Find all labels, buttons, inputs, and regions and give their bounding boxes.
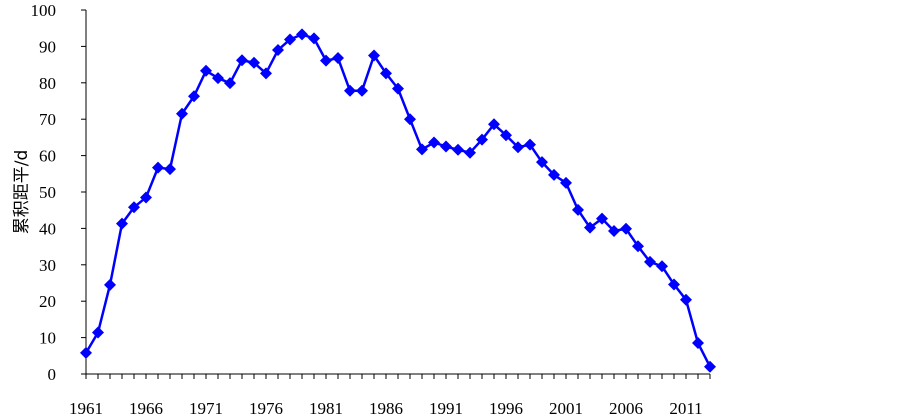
y-axis-title: 累积距平/d	[12, 150, 32, 235]
data-point	[236, 54, 248, 67]
data-point	[224, 77, 236, 90]
data-point	[272, 44, 284, 57]
data-point	[92, 326, 104, 339]
data-point	[584, 221, 596, 234]
data-point	[296, 28, 308, 41]
y-tick-label: 80	[39, 74, 56, 93]
data-point	[356, 84, 368, 97]
data-point	[548, 168, 560, 181]
data-point	[344, 84, 356, 97]
axes	[85, 10, 710, 375]
data-point	[680, 293, 692, 306]
x-tick-label: 2006	[609, 399, 643, 418]
data-point	[488, 118, 500, 131]
data-point	[428, 136, 440, 149]
data-point	[452, 143, 464, 156]
data-point	[200, 64, 212, 77]
data-point	[212, 72, 224, 85]
data-point	[188, 90, 200, 103]
y-tick-label: 70	[39, 110, 56, 129]
x-tick-label: 1971	[189, 399, 223, 418]
x-tick-label: 1996	[489, 399, 523, 418]
data-point	[392, 82, 404, 95]
data-point	[116, 217, 128, 230]
x-tick-label: 1986	[369, 399, 403, 418]
data-point	[524, 138, 536, 151]
y-tick-label: 20	[39, 292, 56, 311]
data-point	[500, 129, 512, 142]
data-point	[596, 212, 608, 225]
data-point	[80, 346, 92, 359]
data-point	[656, 260, 668, 273]
y-tick-label: 90	[39, 37, 56, 56]
x-tick-label: 2011	[669, 399, 702, 418]
y-tick-label: 40	[39, 219, 56, 238]
data-point	[332, 52, 344, 65]
x-tick-label: 1966	[129, 399, 163, 418]
data-point	[560, 176, 572, 189]
data-point	[536, 156, 548, 169]
data-point	[512, 141, 524, 154]
data-point	[152, 161, 164, 174]
data-point	[644, 255, 656, 268]
data-point	[608, 224, 620, 237]
y-tick-label: 60	[39, 147, 56, 166]
data-point	[104, 278, 116, 291]
data-point	[668, 278, 680, 291]
data-point	[284, 33, 296, 46]
data-point	[416, 143, 428, 156]
data-point	[308, 32, 320, 45]
data-point	[260, 67, 272, 80]
x-tick-label: 1961	[69, 399, 103, 418]
data-point	[248, 56, 260, 69]
data-point	[620, 222, 632, 235]
data-point	[128, 201, 140, 214]
ticks: 0 10 20 30 40 50 60 70 80 90 100 1961 1966 1971 1976 19…	[31, 1, 711, 418]
data-point	[404, 113, 416, 126]
x-tick-label: 1976	[249, 399, 283, 418]
data-point	[176, 107, 188, 120]
data-point	[572, 203, 584, 216]
data-point	[320, 54, 332, 67]
y-tick-label: 0	[48, 365, 57, 384]
y-tick-label: 30	[39, 256, 56, 275]
data-point	[476, 133, 488, 146]
data-point	[692, 337, 704, 350]
series	[80, 28, 716, 373]
data-point	[380, 67, 392, 80]
x-tick-label: 1981	[309, 399, 343, 418]
y-tick-label: 50	[39, 183, 56, 202]
x-tick-label: 2001	[549, 399, 583, 418]
data-point	[704, 360, 716, 373]
y-tick-label: 100	[31, 1, 57, 20]
data-point	[164, 163, 176, 176]
data-point	[140, 191, 152, 204]
data-point	[632, 240, 644, 253]
data-point	[368, 49, 380, 62]
data-point	[440, 140, 452, 153]
data-point	[464, 146, 476, 159]
x-tick-label: 1991	[429, 399, 463, 418]
y-tick-label: 10	[39, 329, 56, 348]
